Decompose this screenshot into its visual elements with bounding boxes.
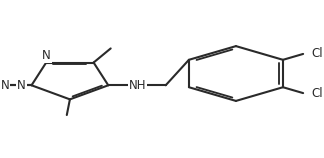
Text: Cl: Cl [311, 47, 322, 61]
Text: Cl: Cl [311, 87, 322, 100]
Text: N: N [17, 79, 26, 92]
Text: N: N [1, 79, 9, 92]
Text: N: N [17, 79, 26, 92]
Text: N: N [42, 49, 51, 62]
Text: N: N [42, 48, 51, 61]
Text: NH: NH [129, 79, 146, 92]
